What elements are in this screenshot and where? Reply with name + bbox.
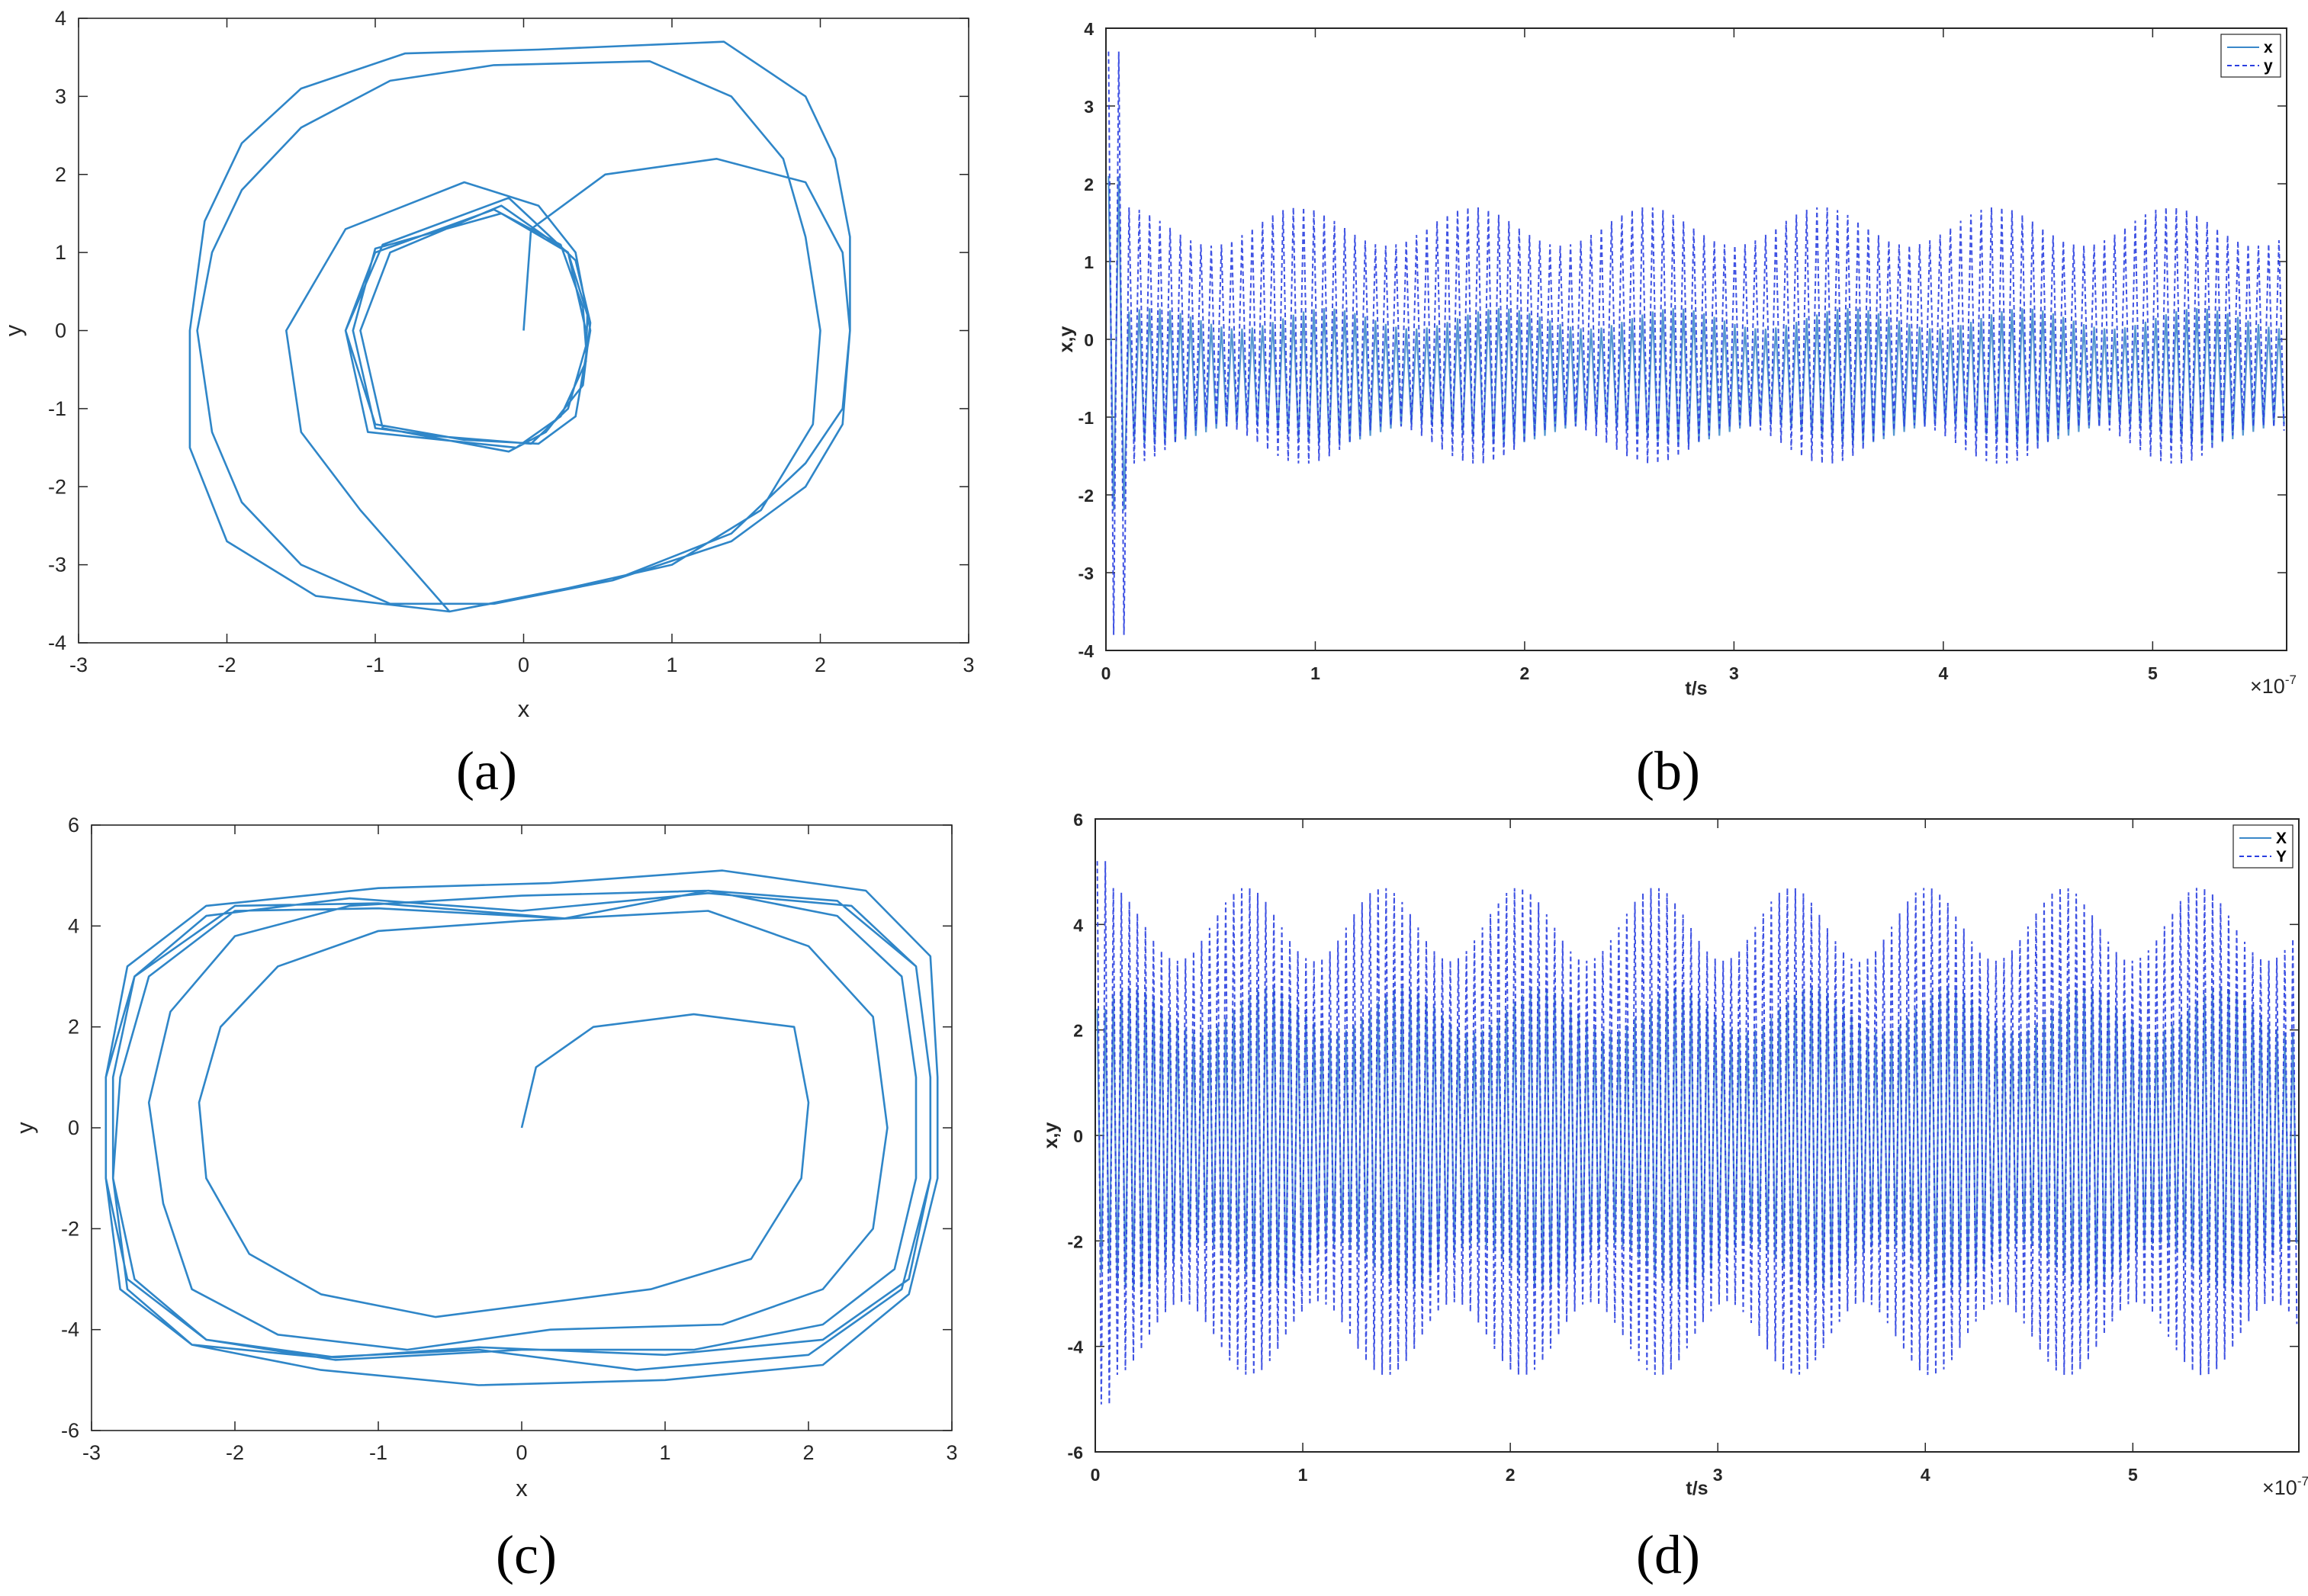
x-tick-label: 1 [659,1441,670,1464]
x-tick-label: -2 [226,1441,244,1464]
y-tick-label: -2 [61,1217,79,1240]
x-tick-label: 4 [1938,663,1948,683]
panel-caption: (a) [456,740,517,801]
y-tick-label: -4 [61,1318,79,1341]
y-axis-label: y [11,1122,38,1134]
legend-box [2232,824,2294,869]
plot-area [1107,51,2285,635]
x-tick-label: -2 [217,653,236,676]
legend: XY [2232,824,2294,869]
y-tick-label: 0 [1084,330,1094,350]
x-tick-label: 1 [1310,663,1320,683]
y-tick-label: 2 [55,163,66,186]
y-tick-label: 4 [68,914,79,937]
x-tick-label: -1 [369,1441,387,1464]
y-tick-label: -4 [48,631,66,654]
series-line-y [1107,51,2285,635]
panel-caption: (c) [496,1524,557,1585]
x-tick-label: 0 [1101,663,1111,683]
y-tick-label: 1 [1084,252,1094,272]
x-tick-label: 3 [1713,1465,1723,1485]
x-tick-label: -3 [69,653,88,676]
y-tick-label: -1 [48,397,66,420]
series-line-y [1096,861,2298,1405]
x-tick-label: 4 [1921,1465,1930,1485]
legend-label: X [2276,830,2287,847]
y-tick-label: 1 [55,241,66,264]
y-tick-label: -6 [1068,1443,1083,1463]
legend-box [2220,34,2281,78]
chart-panel-b: 0 1 2 3 4 5 -4 -3 -2 -1 0 1 2 3 4 t/s x,y ×10-7 (b) xy [1056,19,2297,801]
y-tick-label: 4 [55,7,66,30]
y-tick-label: -2 [48,475,66,498]
x-tick-label: 5 [2148,663,2158,683]
x-tick-label: 5 [2128,1465,2138,1485]
x-tick-label: 1 [1298,1465,1308,1485]
x-tick-label: 0 [1091,1465,1101,1485]
panel-caption: (d) [1636,1524,1700,1585]
x-tick-label: 0 [518,653,529,676]
plot-area [188,40,851,613]
y-tick-label: -2 [1068,1232,1083,1251]
plot-area [104,869,939,1386]
y-tick-label: -3 [48,554,66,576]
x-tick-label: 2 [1506,1465,1516,1485]
y-tick-label: -2 [1078,486,1094,506]
x-axis-label: t/s [1685,678,1707,699]
y-tick-label: 0 [1073,1126,1083,1146]
x-tick-label: 3 [946,1441,957,1464]
x-tick-label: 2 [802,1441,814,1464]
x-axis-label: x [518,695,530,722]
x-axis-multiplier: ×10-7 [2262,1474,2308,1499]
y-tick-label: 6 [1073,810,1083,830]
trajectory-line [104,869,939,1386]
y-axis-label: x,y [1056,326,1077,353]
series-line-x [1107,175,2285,511]
trajectory-line [188,40,851,613]
y-tick-label: 6 [68,814,79,837]
legend-label: x [2264,39,2273,56]
x-tick-label: 2 [1520,663,1530,683]
y-tick-label: 2 [1073,1021,1083,1041]
y-tick-label: 2 [1084,175,1094,194]
y-tick-label: -6 [61,1419,79,1442]
x-tick-label: 2 [815,653,826,676]
legend: xy [2220,34,2281,78]
x-axis-multiplier: ×10-7 [2250,673,2297,698]
x-axis-label: t/s [1686,1478,1708,1499]
chart-panel-c: -3 -2 -1 0 1 2 3 -6 -4 -2 0 2 4 6 x y (c) [11,814,958,1585]
y-tick-label: 3 [1084,97,1094,117]
chart-panel-d: 0 1 2 3 4 5 -6 -4 -2 0 2 4 6 t/s x,y ×10-7 (d) XY [1040,810,2308,1585]
y-tick-label: -1 [1078,408,1095,428]
x-tick-label: 0 [516,1441,527,1464]
x-tick-label: -3 [82,1441,101,1464]
legend-label: Y [2276,848,2287,865]
y-tick-label: -4 [1078,641,1095,661]
y-axis-label: x,y [1040,1122,1062,1149]
x-tick-label: 3 [1729,663,1739,683]
x-tick-label: 3 [963,653,974,676]
legend-label: y [2264,57,2273,75]
plot-area [1096,861,2298,1405]
y-tick-label: -4 [1068,1337,1084,1357]
y-tick-label: 3 [55,85,66,108]
y-tick-label: 0 [55,320,66,342]
x-tick-label: -1 [366,653,384,676]
x-tick-label: 1 [666,653,677,676]
y-tick-label: 4 [1073,915,1083,935]
y-tick-label: -3 [1078,564,1094,583]
y-tick-label: 2 [68,1016,79,1039]
y-axis-label: y [0,324,27,336]
panel-caption: (b) [1636,740,1700,801]
y-tick-label: 4 [1084,19,1094,39]
x-axis-label: x [516,1475,528,1501]
y-tick-label: 0 [68,1116,79,1139]
